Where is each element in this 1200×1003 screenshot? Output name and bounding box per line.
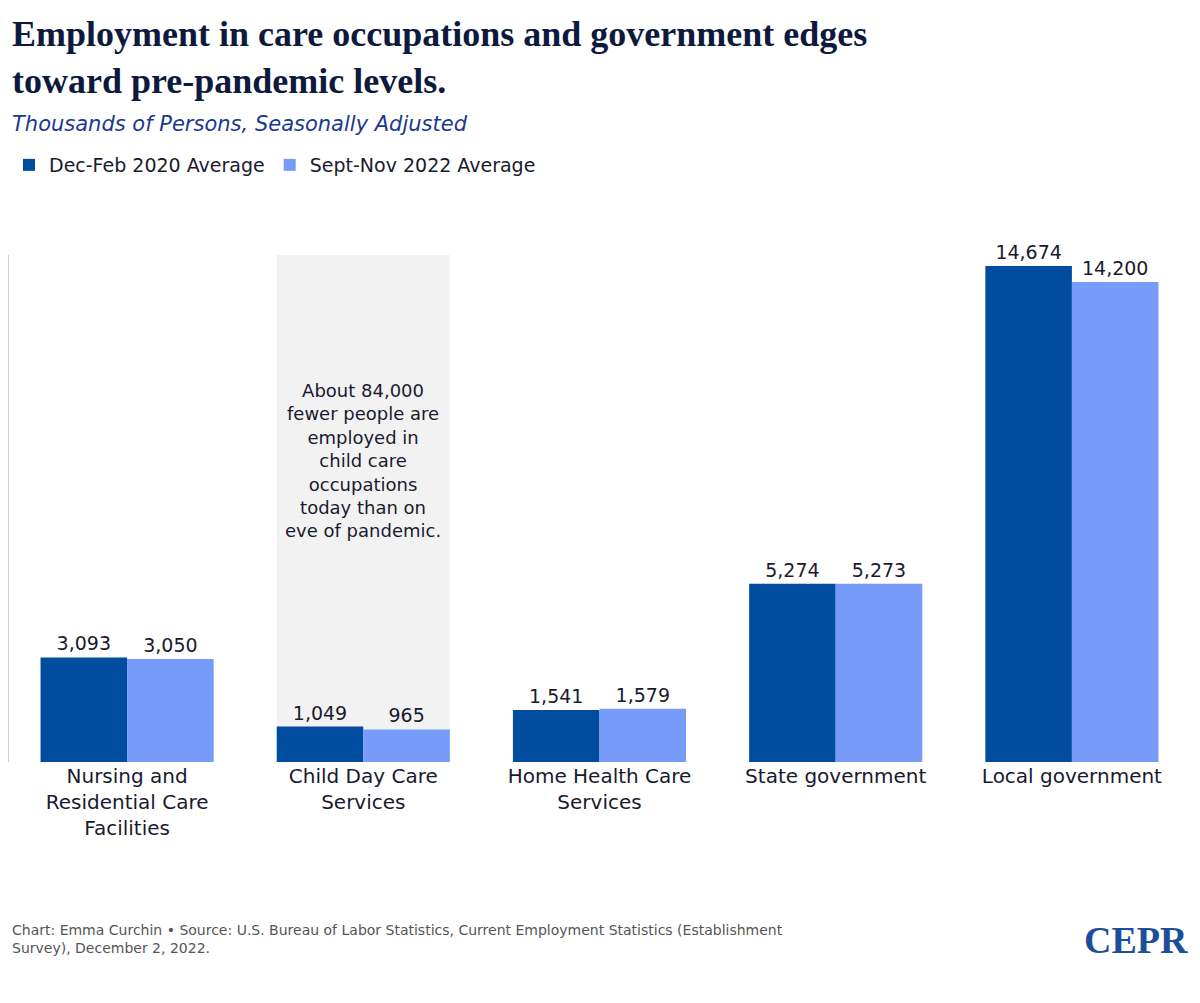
svg-text:14,200: 14,200	[1082, 257, 1148, 279]
svg-text:965: 965	[388, 704, 424, 726]
svg-text:14,674: 14,674	[995, 241, 1061, 263]
svg-text:Chart: Emma Curchin • Source:: Chart: Emma Curchin • Source: U.S. Burea…	[12, 922, 783, 956]
svg-text:About 84,000fewer people areem: About 84,000fewer people areemployed inc…	[285, 380, 441, 541]
svg-text:3,093: 3,093	[57, 632, 111, 654]
svg-text:5,273: 5,273	[852, 559, 906, 581]
svg-text:1,049: 1,049	[293, 702, 347, 724]
svg-text:1,579: 1,579	[616, 684, 670, 706]
svg-text:Thousands of Persons, Seasonal: Thousands of Persons, Seasonally Adjuste…	[12, 112, 468, 136]
svg-text:Nursing andResidential CareFac: Nursing andResidential CareFacilities	[46, 764, 209, 840]
svg-text:State government: State government	[745, 764, 926, 788]
svg-text:Local government: Local government	[982, 764, 1162, 788]
svg-text:1,541: 1,541	[529, 685, 583, 707]
svg-text:5,274: 5,274	[765, 559, 819, 581]
svg-text:Dec-Feb 2020 Average: Dec-Feb 2020 Average	[49, 154, 265, 176]
svg-text:3,050: 3,050	[143, 634, 197, 656]
svg-text:Home Health CareServices: Home Health CareServices	[508, 764, 692, 814]
svg-text:Employment in care occupations: Employment in care occupations and gover…	[12, 14, 867, 101]
svg-text:Child Day CareServices: Child Day CareServices	[289, 764, 438, 814]
svg-text:Sept-Nov 2022 Average: Sept-Nov 2022 Average	[310, 154, 536, 176]
svg-text:CEPR: CEPR	[1084, 919, 1188, 961]
